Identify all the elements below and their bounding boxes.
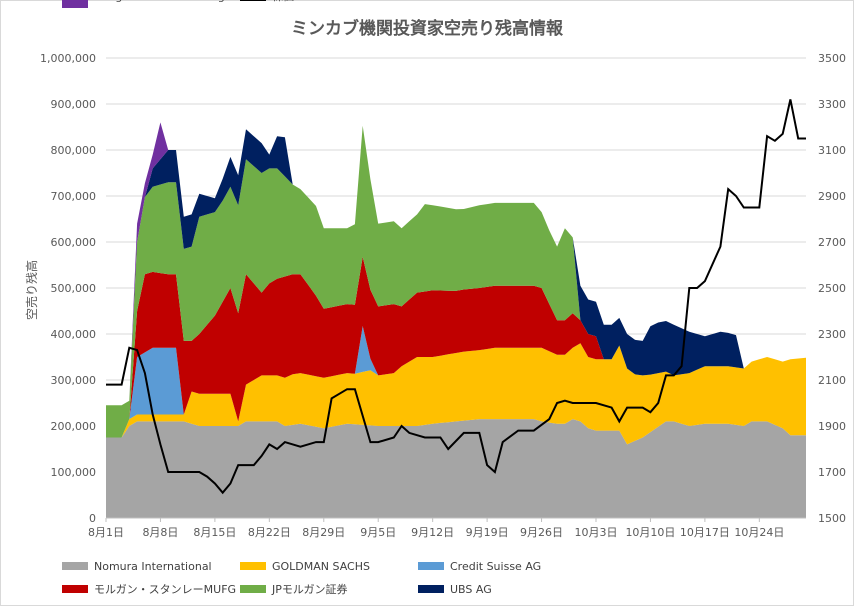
y-tick-label: 600,000 xyxy=(51,236,97,249)
x-tick-label: 8月22日 xyxy=(248,526,291,539)
x-tick-label: 8月29日 xyxy=(302,526,345,539)
y-tick-label: 100,000 xyxy=(51,466,97,479)
legend-label: JPモルガン証券 xyxy=(271,582,348,596)
legend-swatch xyxy=(240,562,266,570)
legend-swatch xyxy=(62,562,88,570)
y-tick-label: 700,000 xyxy=(51,190,97,203)
legend-label: UBS AG xyxy=(450,583,492,596)
legend-label: 株価 xyxy=(272,0,294,3)
axes: 0 100,000 200,000 300,000 400,000 500,000 600,… xyxy=(40,52,846,539)
legend-swatch xyxy=(418,562,444,570)
y-tick-label: 500,000 xyxy=(51,282,97,295)
legend-swatch xyxy=(418,585,444,593)
y2-tick-label: 1700 xyxy=(818,466,846,479)
y2-tick-label: 3300 xyxy=(818,98,846,111)
area-goldman-sachs xyxy=(106,343,806,445)
y-tick-label: 400,000 xyxy=(51,328,97,341)
y-tick-label: 200,000 xyxy=(51,420,97,433)
y2-tick-label: 3100 xyxy=(818,144,846,157)
x-tick-label: 9月5日 xyxy=(360,526,396,539)
legend-swatch xyxy=(240,585,266,593)
legend-swatch xyxy=(62,585,88,593)
y2-tick-label: 2100 xyxy=(818,374,846,387)
line-series xyxy=(106,99,806,495)
area-ubs-ag xyxy=(106,125,806,406)
y-tick-label: 300,000 xyxy=(51,374,97,387)
y2-tick-label: 2500 xyxy=(818,282,846,295)
area-series xyxy=(106,122,806,518)
legend: Nomura International GOLDMAN SACHS Credit … xyxy=(62,0,541,596)
x-tick-label: 10月10日 xyxy=(625,526,675,539)
x-tick-label: 9月26日 xyxy=(520,526,563,539)
x-tick-label: 10月17日 xyxy=(680,526,730,539)
y-tick-label: 800,000 xyxy=(51,144,97,157)
area-jpモルガン証券 xyxy=(106,125,806,438)
y-tick-label: 0 xyxy=(89,512,96,525)
y2-tick-label: 1500 xyxy=(818,512,846,525)
y-tick-label: 900,000 xyxy=(51,98,97,111)
x-tick-label: 9月12日 xyxy=(411,526,454,539)
x-tick-label: 9月19日 xyxy=(466,526,509,539)
x-tick-label: 8月8日 xyxy=(142,526,178,539)
stock-price-line xyxy=(106,99,806,495)
x-tick-label: 8月15日 xyxy=(193,526,236,539)
x-tick-label: 8月1日 xyxy=(88,526,124,539)
legend-swatch xyxy=(62,0,88,8)
x-tick-label: 10月3日 xyxy=(575,526,618,539)
y2-tick-label: 3500 xyxy=(818,52,846,65)
legend-label: GOLDMAN SACHS xyxy=(272,560,370,573)
legend-label: Integrated Core Strategies xyxy=(94,0,241,3)
area-nomura-international xyxy=(106,419,806,518)
y-axis-label: 空売り残高 xyxy=(24,260,39,320)
chart-title: ミンカブ機関投資家空売り残高情報 xyxy=(291,18,564,39)
area-モルガン・スタンレーmufg xyxy=(106,256,806,438)
y-tick-label: 1,000,000 xyxy=(40,52,96,65)
y2-tick-label: 2900 xyxy=(818,190,846,203)
legend-label: Nomura International xyxy=(94,560,212,573)
y2-tick-label: 1900 xyxy=(818,420,846,433)
y2-tick-label: 2300 xyxy=(818,328,846,341)
x-tick-label: 10月24日 xyxy=(734,526,784,539)
legend-label: Credit Suisse AG xyxy=(450,560,541,573)
y2-tick-label: 2700 xyxy=(818,236,846,249)
legend-label: モルガン・スタンレーMUFG xyxy=(94,583,236,596)
